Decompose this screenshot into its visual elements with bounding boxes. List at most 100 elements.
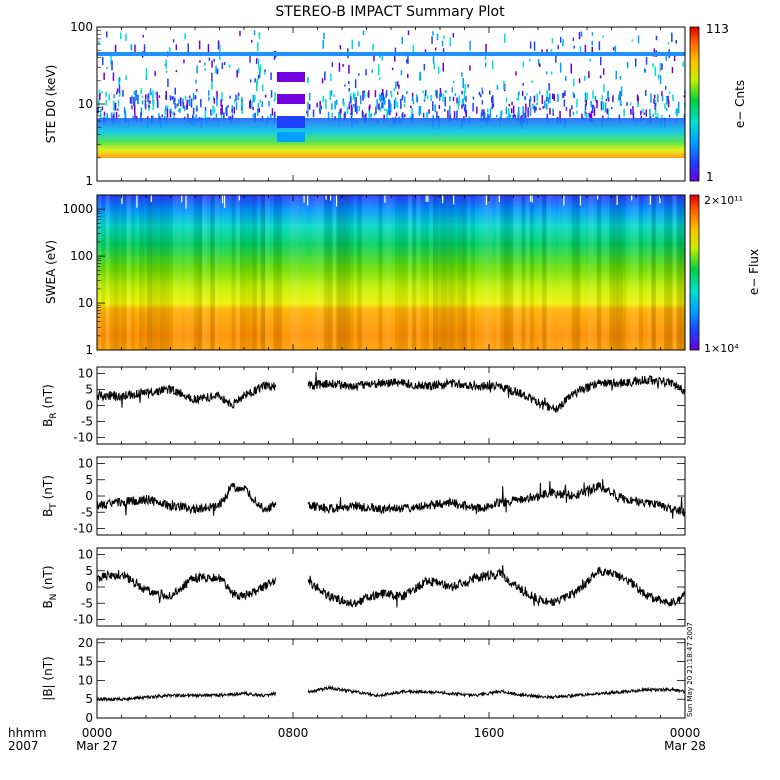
ste-count-mark <box>407 30 410 35</box>
swea-dropout <box>563 195 565 206</box>
ste-count-mark <box>175 104 177 109</box>
ste-count-mark <box>380 95 382 103</box>
ste-count-mark <box>645 90 647 96</box>
ste-gap-block-2 <box>277 94 305 104</box>
ste-count-mark <box>235 94 237 102</box>
ste-count-mark <box>584 104 587 110</box>
swea-texture-column <box>328 195 333 350</box>
ste-count-mark <box>249 79 252 83</box>
ste-count-mark <box>400 70 403 76</box>
ste-count-mark <box>481 87 483 92</box>
ste-count-mark <box>591 104 594 114</box>
swea-texture-column <box>584 195 589 350</box>
ste-count-mark <box>213 58 215 62</box>
ste-count-mark <box>438 104 441 110</box>
ste-count-mark <box>105 91 107 97</box>
ste-count-mark <box>331 113 333 122</box>
field-ylabel-unit: (nT) <box>41 656 55 684</box>
swea-texture-column <box>227 195 232 350</box>
ste-count-mark <box>144 99 147 107</box>
ste-count-mark <box>167 78 169 87</box>
ste-count-mark <box>631 110 634 114</box>
y-tick-label: -5 <box>81 415 93 429</box>
ste-count-mark <box>562 41 564 47</box>
ste-count-mark <box>637 101 639 108</box>
ste-count-mark <box>511 101 513 105</box>
swea-texture-column <box>126 195 131 350</box>
ste-count-mark <box>548 83 550 91</box>
ste-count-mark <box>256 78 258 88</box>
ste-count-mark <box>620 103 622 107</box>
ste-count-mark <box>156 91 158 101</box>
swea-texture-column <box>290 195 295 350</box>
ste-count-mark <box>452 33 455 38</box>
swea-texture-column <box>122 195 127 350</box>
ste-count-mark <box>661 63 663 70</box>
ste-count-mark <box>368 90 370 98</box>
field-ylabel-sub: T <box>49 503 59 510</box>
ste-count-mark <box>174 87 176 95</box>
field-line <box>96 380 277 410</box>
ste-count-mark <box>258 31 261 39</box>
ste-count-mark <box>599 75 602 79</box>
swea-texture-column <box>424 195 430 350</box>
swea-dropout <box>579 195 581 206</box>
ste-count-mark <box>607 90 609 98</box>
swea-dropout <box>529 195 532 202</box>
ste-count-mark <box>268 100 270 107</box>
ste-count-mark <box>533 95 536 103</box>
ste-count-mark <box>489 108 492 118</box>
ste-count-mark <box>152 94 154 104</box>
swea-texture-column <box>479 195 484 350</box>
ste-count-mark <box>257 58 260 69</box>
ste-count-mark <box>539 107 541 111</box>
swea-texture-column <box>504 195 509 350</box>
ste-count-mark <box>124 112 127 122</box>
swea-texture-column <box>349 195 354 350</box>
field-axis-box <box>96 638 686 719</box>
ste-count-mark <box>445 90 447 93</box>
swea-dropout <box>631 195 633 201</box>
ste-count-mark <box>184 33 186 40</box>
swea-texture-column <box>172 195 178 350</box>
swea-dropout <box>325 195 327 200</box>
ste-count-mark <box>254 112 256 123</box>
swea-texture-column <box>441 195 446 350</box>
ste-count-mark <box>667 101 670 108</box>
swea-texture-column <box>353 195 358 350</box>
ste-count-mark <box>133 96 135 106</box>
ste-count-mark <box>208 57 211 61</box>
swea-texture-column <box>244 195 249 350</box>
ste-count-mark <box>221 62 224 70</box>
swea-dropout <box>597 195 599 200</box>
ste-count-mark <box>411 96 414 101</box>
ste-count-mark <box>165 70 168 73</box>
ste-count-mark <box>584 92 587 103</box>
swea-texture-column <box>491 195 497 350</box>
ste-count-mark <box>478 91 481 96</box>
ste-count-mark <box>264 71 266 75</box>
ste-count-mark <box>476 106 478 114</box>
ste-count-mark <box>391 67 394 71</box>
ste-count-mark <box>149 100 151 104</box>
ste-count-mark <box>210 109 212 116</box>
ste-count-mark <box>108 94 110 101</box>
ste-count-mark <box>117 108 119 111</box>
swea-texture-column <box>416 195 421 350</box>
ste-count-mark <box>496 114 498 118</box>
ste-count-mark <box>584 44 587 53</box>
swea-texture-column <box>160 195 165 350</box>
ste-count-mark <box>412 45 415 52</box>
ste-count-mark <box>404 114 406 118</box>
swea-texture-column <box>193 195 199 350</box>
ste-count-mark <box>113 100 115 111</box>
ste-count-mark <box>198 40 201 50</box>
ste-count-mark <box>140 112 142 121</box>
ste-count-mark <box>682 61 684 67</box>
swea-texture-column <box>176 195 182 350</box>
field-ylabel-sub: R <box>49 412 59 418</box>
ste-count-mark <box>173 112 176 116</box>
swea-texture-layer <box>97 195 686 350</box>
swea-texture-column <box>181 195 186 350</box>
ste-count-mark <box>207 44 210 54</box>
